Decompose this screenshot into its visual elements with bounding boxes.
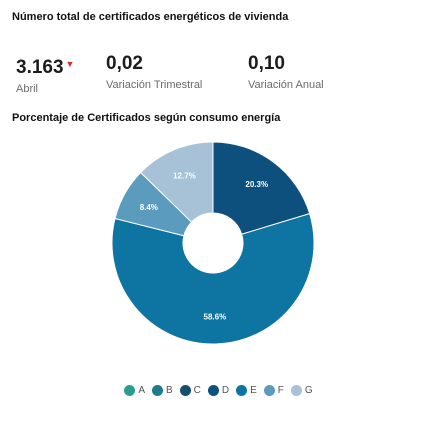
slice-label-G: 12.7%	[173, 171, 196, 180]
slice-label-F: 8.4%	[140, 203, 158, 212]
legend-label: B	[165, 385, 173, 396]
legend-item-C[interactable]: C	[179, 385, 201, 396]
chart-title: Porcentaje de Certificados según consumo…	[12, 112, 281, 124]
slice-D[interactable]	[212, 141, 311, 235]
kpi-quarterly-value: 0,02	[106, 53, 143, 74]
slice-E[interactable]	[111, 212, 315, 345]
kpi-total-number: 3.163	[16, 57, 64, 78]
legend-label: C	[193, 385, 201, 396]
slice-G[interactable]	[139, 141, 214, 223]
legend-item-B[interactable]: B	[151, 385, 173, 396]
kpi-quarterly: 0,02 Variación Trimestral	[106, 52, 202, 91]
legend-item-E[interactable]: E	[236, 385, 257, 396]
chart-legend: A B C D E F G	[0, 385, 437, 396]
kpi-total-label: Abril	[16, 83, 39, 95]
kpi-annual: 0,10 Variación Anual	[248, 52, 324, 91]
trend-down-icon: ▼	[65, 59, 75, 69]
legend-item-F[interactable]: F	[263, 385, 284, 396]
legend-item-G[interactable]: G	[290, 385, 313, 396]
legend-label: D	[221, 385, 230, 396]
legend-swatch	[179, 385, 191, 396]
page-title: Número total de certificados energéticos…	[12, 11, 289, 23]
slice-label-E: 58.6%	[204, 312, 227, 321]
kpi-annual-value: 0,10	[248, 53, 285, 74]
legend-label: F	[277, 385, 284, 396]
slice-label-D: 20.3%	[245, 180, 268, 189]
kpi-quarterly-label: Variación Trimestral	[106, 79, 203, 91]
legend-swatch	[151, 385, 163, 396]
kpi-annual-label: Variación Anual	[248, 79, 324, 91]
legend-swatch	[207, 385, 219, 396]
kpi-total-value: 3.163 ▼	[16, 52, 74, 80]
legend-swatch	[290, 385, 302, 396]
legend-label: E	[250, 385, 257, 396]
legend-swatch	[124, 385, 136, 396]
legend-item-D[interactable]: D	[207, 385, 230, 396]
kpi-total: 3.163 ▼ Abril	[16, 52, 74, 95]
legend-swatch	[263, 385, 275, 396]
legend-item-A[interactable]: A	[124, 385, 145, 396]
legend-swatch	[236, 385, 248, 396]
legend-label: A	[138, 385, 145, 396]
legend-label: G	[304, 385, 313, 396]
